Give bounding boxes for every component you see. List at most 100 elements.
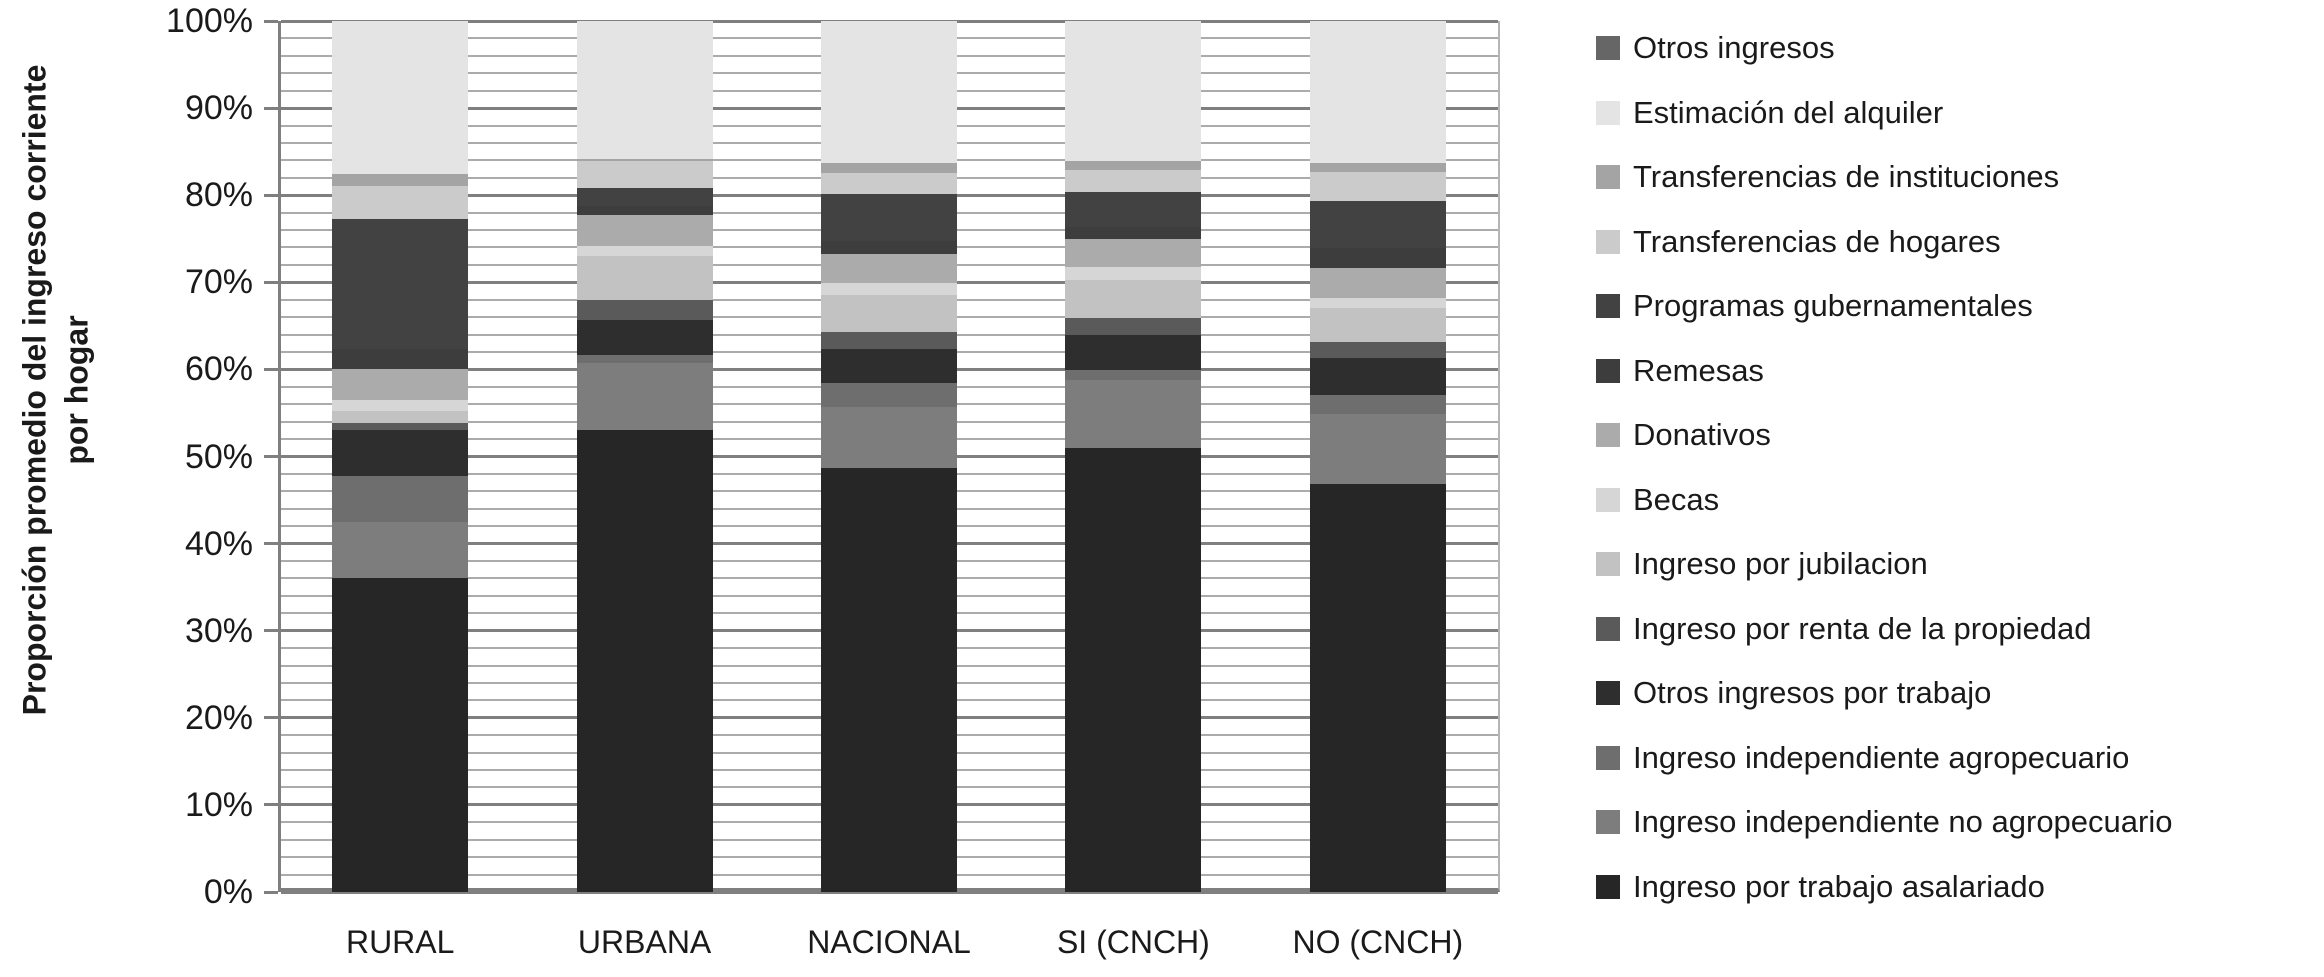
bar-segment-becas <box>332 399 469 412</box>
bar-segment-transferencias-de-hogares <box>1309 171 1446 201</box>
bar-segment-transferencias-de-hogares <box>576 161 713 189</box>
y-tick-mark <box>264 193 278 197</box>
legend-item-otros-ingresos: Otros ingresos <box>1596 16 2172 81</box>
legend-item-estimacion-del-alquiler: Estimación del alquiler <box>1596 81 2172 146</box>
bar-segment-remesas <box>576 205 713 216</box>
y-tick-label: 40% <box>184 524 253 563</box>
bar-segment-becas <box>821 283 957 295</box>
bar-segment-estimacion-del-alquiler <box>1065 21 1202 162</box>
bar-segment-ingreso-por-trabajo-asalariado <box>821 467 957 892</box>
bar-rural <box>332 21 469 892</box>
bar-segment-estimacion-del-alquiler <box>332 21 469 174</box>
legend-item-ingreso-independiente-no-agropecuario: Ingreso independiente no agropecuario <box>1596 790 2172 855</box>
y-tick-label: 10% <box>184 785 253 824</box>
bar-segment-becas <box>1065 266 1202 280</box>
bar-segment-transferencias-de-instituciones <box>576 158 713 162</box>
bar-segment-transferencias-de-hogares <box>332 185 469 219</box>
legend-swatch-ingreso-por-renta-de-la-propiedad <box>1596 616 1620 641</box>
legend-label-programas-gubernamentales: Programas gubernamentales <box>1633 288 2033 324</box>
legend-label-otros-ingresos: Otros ingresos <box>1633 30 1835 66</box>
legend-swatch-donativos <box>1596 423 1620 448</box>
bar-segment-ingreso-por-jubilacion <box>1309 308 1446 342</box>
y-tick-label: 50% <box>184 437 253 476</box>
legend-item-otros-ingresos-por-trabajo: Otros ingresos por trabajo <box>1596 661 2172 726</box>
bar-urbana <box>576 21 713 892</box>
bar-segment-ingreso-por-trabajo-asalariado <box>1309 483 1446 892</box>
bar-segment-ingreso-por-renta-de-la-propiedad <box>332 422 469 431</box>
bar-segment-transferencias-de-instituciones <box>1065 161 1202 171</box>
gridline-major <box>281 890 1498 894</box>
y-tick-label: 80% <box>184 176 253 215</box>
y-tick-mark <box>264 803 278 807</box>
bar-segment-ingreso-independiente-agropecuario <box>576 354 713 364</box>
bar-segment-transferencias-de-hogares <box>821 172 957 195</box>
legend-label-becas: Becas <box>1633 481 1720 517</box>
bar-segment-otros-ingresos-por-trabajo <box>332 430 469 476</box>
legend-swatch-transferencias-de-instituciones <box>1596 165 1620 190</box>
bar-segment-donativos <box>1065 238 1202 267</box>
legend-label-estimacion-del-alquiler: Estimación del alquiler <box>1633 94 1944 130</box>
legend-swatch-remesas <box>1596 358 1620 383</box>
y-tick-label: 100% <box>166 2 253 40</box>
y-tick-label: 30% <box>184 611 253 650</box>
bar-segment-ingreso-por-renta-de-la-propiedad <box>821 331 957 349</box>
bar-segment-becas <box>576 245 713 257</box>
y-tick-label: 20% <box>184 698 253 737</box>
x-category-label-si-cnch: SI (CNCH) <box>1056 924 1210 960</box>
legend-label-ingreso-por-trabajo-asalariado: Ingreso por trabajo asalariado <box>1633 868 2045 904</box>
legend-item-ingreso-por-trabajo-asalariado: Ingreso por trabajo asalariado <box>1596 855 2172 920</box>
bar-segment-otros-ingresos-por-trabajo <box>821 348 957 384</box>
legend-item-ingreso-por-jubilacion: Ingreso por jubilacion <box>1596 532 2172 597</box>
bar-segment-ingreso-independiente-no-agropecuario <box>1065 379 1202 448</box>
bar-segment-ingreso-por-trabajo-asalariado <box>1065 447 1202 892</box>
legend-label-otros-ingresos-por-trabajo: Otros ingresos por trabajo <box>1633 675 1992 711</box>
legend-label-donativos: Donativos <box>1633 417 1771 453</box>
bar-segment-becas <box>1309 298 1446 309</box>
bar-segment-remesas <box>332 348 469 370</box>
bar-segment-transferencias-de-instituciones <box>821 163 957 173</box>
bar-segment-transferencias-de-instituciones <box>332 173 469 186</box>
y-tick-label: 90% <box>184 89 253 128</box>
x-category-label-nacional: NACIONAL <box>807 924 971 960</box>
legend-swatch-becas <box>1596 487 1620 512</box>
bar-segment-remesas <box>1309 248 1446 269</box>
y-tick-mark <box>264 716 278 720</box>
bar-segment-ingreso-por-trabajo-asalariado <box>332 578 469 892</box>
y-tick-mark <box>264 367 278 371</box>
bar-si-cnch <box>1065 21 1202 892</box>
legend-label-transferencias-de-hogares: Transferencias de hogares <box>1633 223 2001 259</box>
bar-segment-ingreso-por-trabajo-asalariado <box>576 430 713 892</box>
bar-segment-programas-gubernamentales <box>1065 191 1202 227</box>
bar-segment-ingreso-independiente-agropecuario <box>821 383 957 407</box>
x-category-label-rural: RURAL <box>345 924 455 960</box>
x-category-label-urbana: URBANA <box>577 924 712 960</box>
bar-segment-otros-ingresos-por-trabajo <box>576 319 713 355</box>
bar-segment-ingreso-independiente-no-agropecuario <box>821 406 957 468</box>
bar-segment-ingreso-por-jubilacion <box>576 256 713 300</box>
y-tick-label: 0% <box>203 873 253 911</box>
y-tick-label: 60% <box>184 350 253 389</box>
bar-segment-programas-gubernamentales <box>332 218 469 349</box>
bar-segment-ingreso-independiente-no-agropecuario <box>1309 413 1446 484</box>
bar-segment-donativos <box>332 369 469 400</box>
bar-segment-ingreso-por-jubilacion <box>1065 279 1202 319</box>
legend-label-ingreso-por-jubilacion: Ingreso por jubilacion <box>1633 546 1928 582</box>
bar-segment-estimacion-del-alquiler <box>821 21 957 164</box>
legend-label-transferencias-de-instituciones: Transferencias de instituciones <box>1633 159 2060 195</box>
legend-swatch-programas-gubernamentales <box>1596 294 1620 319</box>
legend-item-ingreso-independiente-agropecuario: Ingreso independiente agropecuario <box>1596 726 2172 791</box>
legend-item-ingreso-por-renta-de-la-propiedad: Ingreso por renta de la propiedad <box>1596 597 2172 662</box>
bar-no-cnch <box>1309 21 1446 892</box>
bar-segment-ingreso-independiente-agropecuario <box>332 475 469 522</box>
legend-item-programas-gubernamentales: Programas gubernamentales <box>1596 274 2172 339</box>
legend-swatch-otros-ingresos <box>1596 36 1620 61</box>
bar-segment-otros-ingresos-por-trabajo <box>1065 334 1202 371</box>
legend-swatch-estimacion-del-alquiler <box>1596 100 1620 125</box>
legend-swatch-ingreso-independiente-no-agropecuario <box>1596 810 1620 835</box>
y-tick-mark <box>264 19 278 23</box>
bar-segment-transferencias-de-instituciones <box>1309 163 1446 172</box>
y-tick-mark <box>264 890 278 894</box>
bar-segment-otros-ingresos-por-trabajo <box>1309 358 1446 395</box>
x-category-label-no-cnch: NO (CNCH) <box>1292 924 1464 960</box>
